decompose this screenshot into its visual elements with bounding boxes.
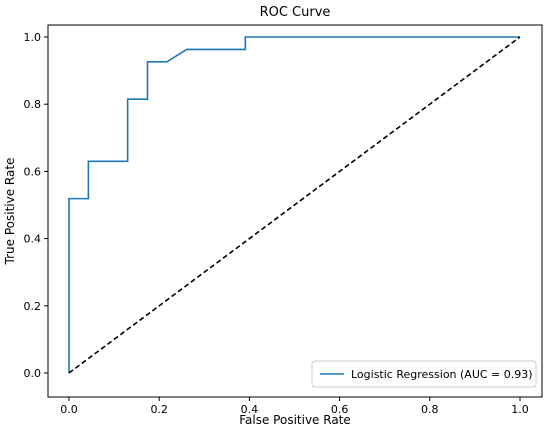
roc-curve-line [68, 36, 520, 373]
x-axis: 0.0 0.2 0.4 0.6 0.8 1.0 [60, 397, 529, 416]
x-tick-label: 0.2 [150, 403, 168, 416]
y-tick-label: 0.0 [24, 367, 42, 380]
chart-title: ROC Curve [260, 5, 331, 20]
legend-entry-logistic-regression: Logistic Regression (AUC = 0.93) [351, 368, 533, 381]
y-tick-label: 0.4 [24, 233, 42, 246]
y-axis-label: True Positive Rate [3, 158, 17, 266]
plot-frame [47, 24, 543, 398]
y-tick-label: 0.8 [24, 98, 42, 111]
x-tick-label: 1.0 [511, 403, 529, 416]
x-tick-label: 0.0 [60, 403, 78, 416]
legend: Logistic Regression (AUC = 0.93) [311, 360, 537, 388]
series-layer [68, 36, 521, 374]
x-tick-label: 0.6 [331, 403, 349, 416]
y-tick-label: 1.0 [24, 31, 42, 44]
legend-box [311, 360, 537, 388]
x-tick-label: 0.8 [421, 403, 439, 416]
y-tick-label: 0.6 [24, 165, 42, 178]
x-axis-label: False Positive Rate [239, 413, 351, 427]
diagonal-reference-line [68, 36, 521, 374]
y-tick-label: 0.2 [24, 300, 42, 313]
y-axis: 0.0 0.2 0.4 0.6 0.8 1.0 [24, 31, 48, 380]
x-tick-label: 0.4 [241, 403, 259, 416]
